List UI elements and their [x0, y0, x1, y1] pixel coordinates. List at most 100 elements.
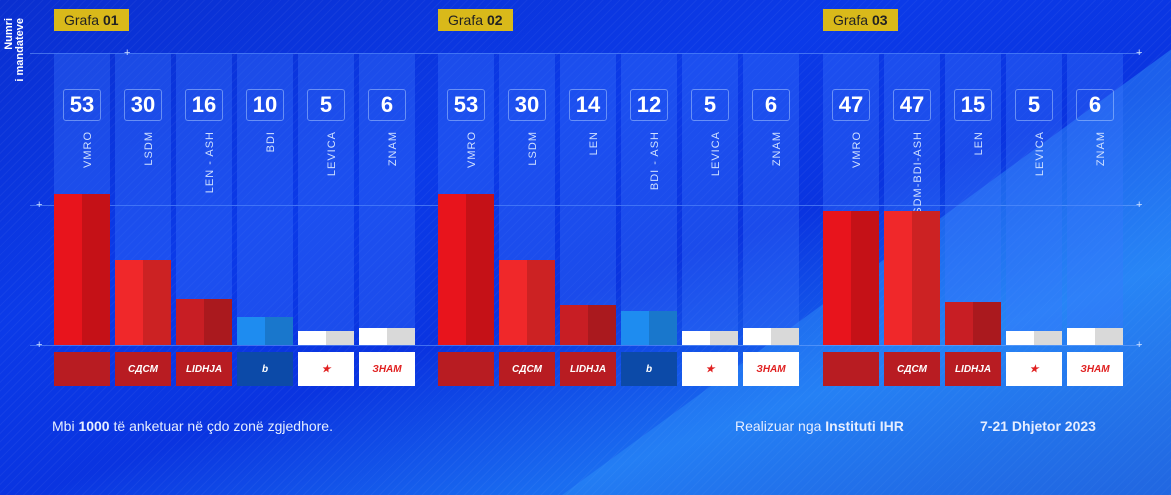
- gridline: [30, 205, 1141, 206]
- party-logo: LIDHJA: [176, 352, 232, 386]
- category-label: VMRO: [82, 131, 94, 168]
- logo-text: СДСМ: [512, 363, 542, 375]
- bar-column: 47 VMRO: [823, 53, 879, 345]
- party-logo: [823, 352, 879, 386]
- chart-title: Grafa 02: [438, 9, 513, 31]
- data-label: 30: [124, 89, 162, 121]
- bar-column: 14 LEN: [560, 53, 616, 345]
- data-label: 5: [307, 89, 345, 121]
- bar-column: 16 LEN - ASH: [176, 53, 232, 345]
- party-logo: ЗНАМ: [743, 352, 799, 386]
- logo-text: b: [645, 363, 653, 375]
- footer-date: 7-21 Dhjetor 2023: [980, 418, 1096, 434]
- category-label: ZNAM: [771, 131, 783, 167]
- category-label: LSDM: [143, 131, 155, 166]
- logo-text: СДСМ: [897, 363, 927, 375]
- bar-column: 6 ZNAM: [743, 53, 799, 345]
- data-label: 10: [246, 89, 284, 121]
- category-label: ZNAM: [387, 131, 399, 167]
- data-label: 47: [893, 89, 931, 121]
- bar: [1067, 327, 1123, 345]
- bar-column: 5 LEVICA: [1006, 53, 1062, 345]
- bar: [298, 330, 354, 345]
- title-number: 02: [487, 12, 503, 28]
- bar-column: 6 ZNAM: [1067, 53, 1123, 345]
- logo-text: ЗНАМ: [756, 363, 786, 375]
- bar: [743, 327, 799, 345]
- grid-marker-icon: +: [36, 199, 43, 211]
- bar-column: 10 BDI: [237, 53, 293, 345]
- bar-column: 12 BDI - ASH: [621, 53, 677, 345]
- category-label: LEVICA: [710, 131, 722, 177]
- category-label: VMRO: [851, 131, 863, 168]
- category-label: LEVICA: [1034, 131, 1046, 177]
- party-logo: СДСМ: [499, 352, 555, 386]
- data-label: 16: [185, 89, 223, 121]
- chart-title: Grafa 03: [823, 9, 898, 31]
- party-logo: b: [621, 352, 677, 386]
- category-label: LEN - ASH: [204, 131, 216, 194]
- logo-text: ★: [321, 363, 331, 375]
- data-label: 15: [954, 89, 992, 121]
- party-logo: ★: [298, 352, 354, 386]
- category-label: LEVICA: [326, 131, 338, 177]
- logo-text: ★: [1029, 363, 1039, 375]
- data-label: 53: [447, 89, 485, 121]
- y-axis-label: Numri i mandateve: [3, 18, 26, 82]
- data-label: 47: [832, 89, 870, 121]
- logo-text: СДСМ: [128, 363, 158, 375]
- logo-text: ЗНАМ: [372, 363, 402, 375]
- bar-column: 47 LSDM-BDI-ASH: [884, 53, 940, 345]
- grid-marker-icon: +: [1136, 339, 1143, 351]
- logo-text: LIDHJA: [569, 363, 607, 375]
- data-label: 6: [752, 89, 790, 121]
- title-prefix: Grafa: [833, 12, 869, 28]
- bar-column: 6 ZNAM: [359, 53, 415, 345]
- bar: [1006, 330, 1062, 345]
- bar-column: 53 VMRO: [438, 53, 494, 345]
- party-logo: LIDHJA: [560, 352, 616, 386]
- bar: [621, 310, 677, 345]
- party-logo: СДСМ: [115, 352, 171, 386]
- bar: [945, 302, 1001, 345]
- category-label: LEN: [973, 131, 985, 156]
- data-label: 14: [569, 89, 607, 121]
- data-label: 12: [630, 89, 668, 121]
- bar-column: 15 LEN: [945, 53, 1001, 345]
- category-label: VMRO: [466, 131, 478, 168]
- title-prefix: Grafa: [64, 12, 100, 28]
- bar: [823, 211, 879, 345]
- gridline: [30, 53, 1141, 54]
- logo-text: b: [261, 363, 269, 375]
- party-logo: ЗНАМ: [1067, 352, 1123, 386]
- title-number: 01: [103, 12, 119, 28]
- bar: [115, 259, 171, 345]
- logo-text: LIDHJA: [954, 363, 992, 375]
- grid-marker-icon: +: [1136, 199, 1143, 211]
- category-label: BDI: [265, 131, 277, 153]
- chart-title: Grafa 01: [54, 9, 129, 31]
- data-label: 6: [368, 89, 406, 121]
- bar: [237, 316, 293, 345]
- logo-text: LIDHJA: [185, 363, 223, 375]
- grid-marker-icon: +: [36, 339, 43, 351]
- title-prefix: Grafa: [448, 12, 484, 28]
- bar-column: 30 LSDM: [499, 53, 555, 345]
- party-logo: [54, 352, 110, 386]
- bar: [499, 259, 555, 345]
- bar: [682, 330, 738, 345]
- grid-marker-icon: +: [124, 47, 131, 59]
- footer-credit: Realizuar nga Instituti IHR: [735, 418, 904, 434]
- logo-text: ★: [705, 363, 715, 375]
- bar: [438, 193, 494, 345]
- party-logo: LIDHJA: [945, 352, 1001, 386]
- party-logo: [438, 352, 494, 386]
- logo-text: ЗНАМ: [1080, 363, 1110, 375]
- bar: [884, 211, 940, 345]
- data-label: 5: [691, 89, 729, 121]
- bar: [359, 327, 415, 345]
- category-label: LEN: [588, 131, 600, 156]
- category-label: BDI - ASH: [649, 131, 661, 191]
- bar-column: 5 LEVICA: [682, 53, 738, 345]
